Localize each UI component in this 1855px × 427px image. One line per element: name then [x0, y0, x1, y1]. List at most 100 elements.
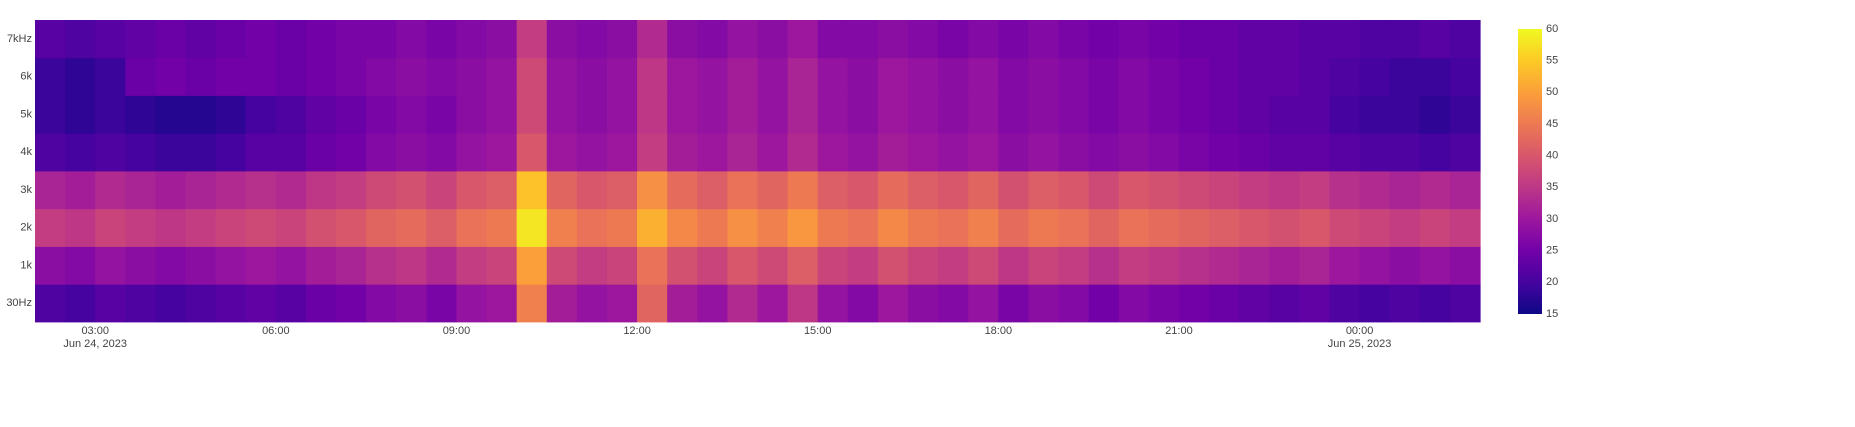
- colorbar-tick-label: 45: [1546, 118, 1558, 130]
- colorbar-tick-label: 30: [1546, 213, 1558, 225]
- heatmap-cell: [787, 20, 819, 59]
- heatmap-cell: [396, 246, 427, 285]
- heatmap-cell: [1359, 171, 1391, 210]
- heatmap-cell: [1148, 95, 1180, 134]
- heatmap-cell: [908, 171, 939, 210]
- heatmap-cell: [1178, 57, 1210, 96]
- heatmap-cell: [968, 284, 999, 323]
- heatmap-cell: [606, 208, 638, 247]
- heatmap-cell: [546, 57, 578, 96]
- heatmap-cell: [1148, 284, 1180, 323]
- heatmap-cell: [817, 208, 849, 247]
- heatmap-cell: [1299, 57, 1331, 96]
- y-tick-label: 6k: [20, 71, 32, 83]
- heatmap-cell: [305, 20, 337, 59]
- heatmap-cell: [486, 171, 518, 210]
- heatmap-cell: [1359, 133, 1391, 172]
- heatmap-cell: [757, 95, 789, 134]
- heatmap-cell: [215, 208, 247, 247]
- heatmap-cell: [1299, 133, 1331, 172]
- heatmap-cell: [1389, 57, 1421, 96]
- heatmap-cell: [65, 57, 96, 96]
- heatmap-cell: [1178, 171, 1210, 210]
- heatmap-cell: [275, 95, 307, 134]
- heatmap-cell: [1419, 171, 1451, 210]
- heatmap-cell: [1419, 20, 1451, 59]
- colorbar-tick-label: 40: [1546, 150, 1558, 162]
- heatmap-cell: [1118, 246, 1150, 285]
- heatmap-cell: [1449, 57, 1481, 96]
- heatmap-cell: [396, 208, 427, 247]
- heatmap-cell: [1148, 208, 1180, 247]
- heatmap-cell: [576, 284, 608, 323]
- heatmap-cell: [847, 95, 879, 134]
- heatmap-cell: [1389, 208, 1421, 247]
- heatmap-cell: [245, 133, 277, 172]
- heatmap-cell: [1269, 246, 1300, 285]
- heatmap-cell: [787, 95, 819, 134]
- heatmap-cell: [155, 171, 187, 210]
- heatmap-cell: [1239, 284, 1270, 323]
- heatmap-cell: [817, 133, 849, 172]
- heatmap-cell: [95, 57, 126, 96]
- heatmap-cell: [155, 20, 187, 59]
- heatmap-cell: [606, 284, 638, 323]
- heatmap-cell: [877, 284, 909, 323]
- heatmap-cell: [516, 208, 548, 247]
- heatmap-cell: [426, 20, 458, 59]
- heatmap-cell: [1389, 20, 1421, 59]
- heatmap-cell: [908, 208, 939, 247]
- heatmap-cell: [396, 95, 427, 134]
- heatmap-cell: [1058, 133, 1090, 172]
- heatmap-cell: [1299, 284, 1331, 323]
- heatmap-cell: [667, 208, 698, 247]
- heatmap-cell: [938, 133, 969, 172]
- heatmap-cell: [1419, 208, 1451, 247]
- heatmap-cell: [938, 20, 969, 59]
- heatmap-cell: [877, 171, 909, 210]
- heatmap-cell: [998, 171, 1030, 210]
- heatmap-cell: [456, 171, 488, 210]
- heatmap-cell: [35, 95, 66, 134]
- heatmap-cell: [426, 246, 458, 285]
- heatmap-cell: [486, 95, 518, 134]
- heatmap-cell: [1028, 208, 1060, 247]
- heatmap-cell: [1389, 246, 1421, 285]
- heatmap-cell: [546, 20, 578, 59]
- heatmap-cell: [245, 246, 277, 285]
- heatmap-cell: [938, 246, 969, 285]
- heatmap-cell: [1239, 133, 1270, 172]
- heatmap-cell: [817, 20, 849, 59]
- heatmap-cell: [1118, 208, 1150, 247]
- heatmap-cell: [1239, 57, 1270, 96]
- heatmap-cell: [667, 284, 698, 323]
- heatmap-cell: [1178, 284, 1210, 323]
- heatmap-cell: [1269, 208, 1300, 247]
- heatmap-cell: [1269, 171, 1300, 210]
- heatmap-cell: [998, 57, 1030, 96]
- heatmap-cell: [727, 208, 759, 247]
- heatmap-cell: [1028, 95, 1060, 134]
- heatmap-cell: [576, 95, 608, 134]
- heatmap-cell: [1209, 171, 1240, 210]
- heatmap-cell: [516, 171, 548, 210]
- heatmap-cell: [1329, 171, 1361, 210]
- heatmap-cell: [1389, 284, 1421, 323]
- heatmap-cell: [95, 246, 126, 285]
- heatmap-cell: [215, 284, 247, 323]
- heatmap-cell: [366, 171, 397, 210]
- heatmap-cell: [65, 133, 96, 172]
- heatmap-cell: [486, 20, 518, 59]
- heatmap-cell: [1239, 246, 1270, 285]
- heatmap-cell: [787, 57, 819, 96]
- heatmap-cell: [968, 208, 999, 247]
- heatmap-cell: [908, 20, 939, 59]
- y-tick-label: 3k: [20, 184, 32, 196]
- heatmap-cell: [938, 57, 969, 96]
- heatmap: [35, 20, 1481, 323]
- y-tick-label: 5k: [20, 108, 32, 120]
- heatmap-cell: [155, 208, 187, 247]
- heatmap-cell: [998, 20, 1030, 59]
- heatmap-cell: [185, 171, 217, 210]
- heatmap-cell: [185, 284, 217, 323]
